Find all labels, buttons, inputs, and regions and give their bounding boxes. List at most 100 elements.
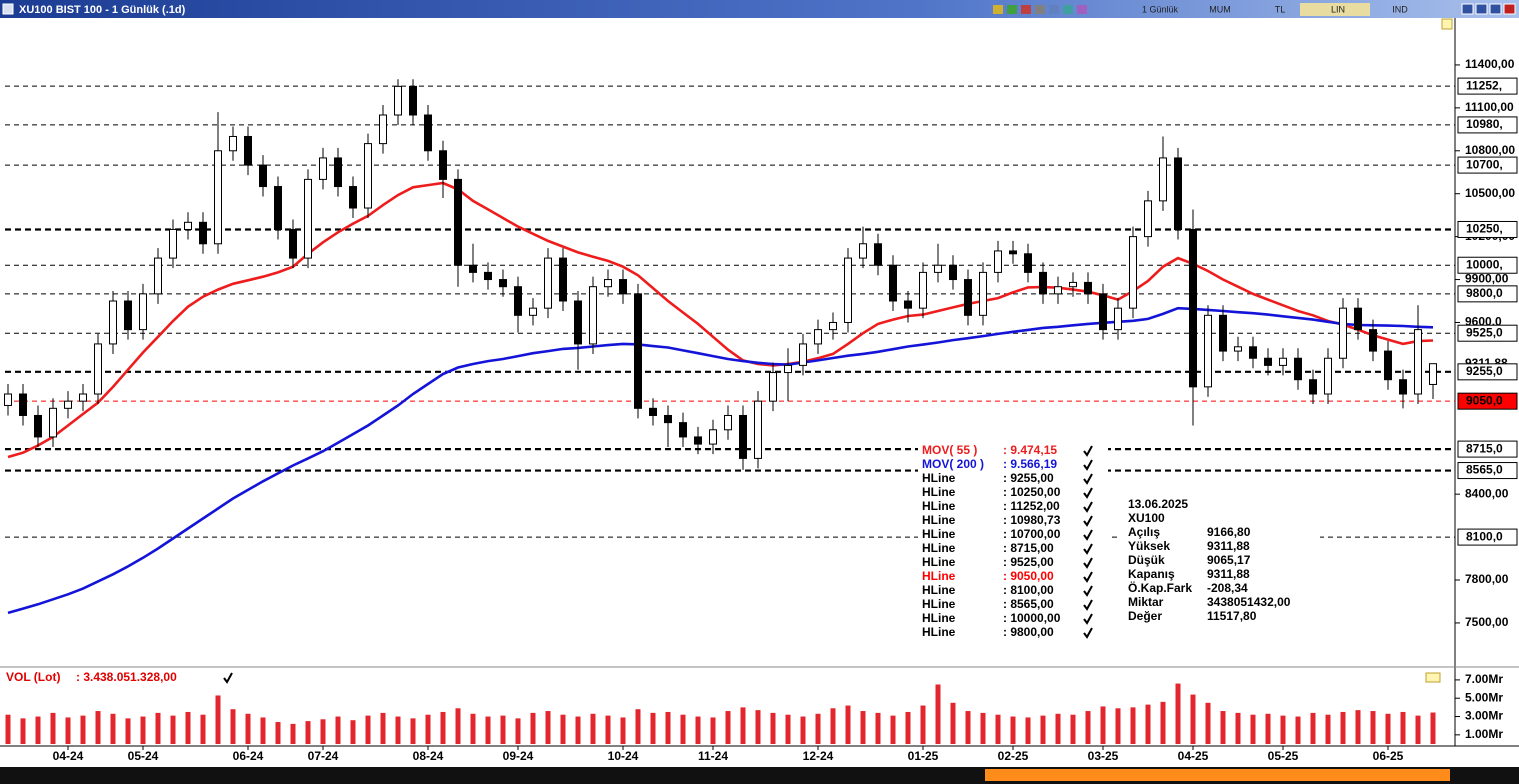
volume-bar: [980, 712, 986, 744]
volume-bar: [725, 711, 731, 744]
window-button[interactable]: [1461, 3, 1474, 15]
volume-bar: [1175, 683, 1181, 744]
active-mode: [1300, 3, 1370, 16]
volume-bar: [1250, 714, 1256, 744]
candle-body: [1339, 307, 1347, 359]
legend-value: : 10700,00: [1003, 527, 1061, 541]
candle-body: [214, 150, 222, 245]
check-icon[interactable]: [1083, 627, 1093, 639]
info-value: 3438051432,00: [1207, 595, 1291, 609]
check-icon[interactable]: [1083, 487, 1093, 499]
volume-bar: [200, 714, 206, 744]
legend-value: : 9525,00: [1003, 555, 1054, 569]
h-line-box: [1457, 324, 1518, 342]
h-line-box: [1457, 156, 1518, 174]
check-icon[interactable]: [1083, 543, 1093, 555]
candle-body: [1024, 253, 1032, 273]
y-tick-label: 10500,00: [1465, 186, 1515, 200]
candle-body: [1399, 379, 1407, 395]
info-value: 9166,80: [1207, 525, 1251, 539]
candle-body: [874, 243, 882, 266]
candle-body: [514, 286, 522, 316]
check-icon[interactable]: [1083, 557, 1093, 569]
volume-bar: [665, 711, 671, 744]
candle-body: [589, 286, 597, 345]
h-line-label: 8565,0: [1466, 463, 1503, 477]
y-tick-label: 11100,00: [1465, 100, 1514, 114]
x-tick-label: 05-24: [128, 749, 159, 763]
candle-body: [1189, 228, 1197, 388]
volume-bar: [1325, 714, 1331, 744]
check-icon[interactable]: [1083, 613, 1093, 625]
check-icon[interactable]: [1083, 599, 1093, 611]
check-icon[interactable]: [1083, 529, 1093, 541]
candle-body: [304, 178, 312, 259]
info-value: 9065,17: [1207, 553, 1251, 567]
h-line-box: [1457, 363, 1518, 381]
window-button[interactable]: [1475, 3, 1488, 15]
window-icon[interactable]: [2, 3, 14, 15]
check-icon[interactable]: [223, 672, 233, 684]
volume-bar: [830, 708, 836, 744]
toolbar-icon[interactable]: [993, 5, 1003, 14]
toolbar-icon[interactable]: [1021, 5, 1031, 14]
candle-body: [1309, 379, 1317, 395]
y-tick-label: 5.00Mr: [1465, 690, 1503, 704]
panel-button[interactable]: [1425, 672, 1441, 683]
toolbar-icon[interactable]: [1077, 5, 1087, 14]
h-line-box: [1457, 392, 1518, 410]
window-button[interactable]: [1489, 3, 1502, 15]
toolbar-item[interactable]: MUM: [1209, 4, 1231, 14]
toolbar-item[interactable]: TL: [1275, 4, 1286, 14]
volume-bar: [560, 714, 566, 744]
legend-name: HLine: [922, 485, 956, 499]
toolbar-item[interactable]: IND: [1392, 4, 1408, 14]
candle-body: [649, 407, 657, 416]
candle-body: [379, 114, 387, 145]
toolbar-icon[interactable]: [1035, 5, 1045, 14]
volume-bar: [575, 716, 581, 744]
volume-bar: [1160, 701, 1166, 744]
legend-name: MOV( 200 ): [922, 457, 984, 471]
check-icon[interactable]: [1083, 501, 1093, 513]
toolbar-icon[interactable]: [1007, 5, 1017, 14]
volume-bar: [65, 717, 71, 744]
candle-body: [964, 279, 972, 316]
toolbar-item[interactable]: LIN: [1331, 4, 1345, 14]
legend-value: : 9800,00: [1003, 625, 1054, 639]
volume-bar: [1055, 713, 1061, 744]
legend-value: : 11252,00: [1003, 499, 1060, 513]
check-icon[interactable]: [1083, 571, 1093, 583]
toolbar-icon[interactable]: [1049, 5, 1059, 14]
legend-value: : 9.566,19: [1003, 457, 1057, 471]
h-line-label: 10000,: [1466, 257, 1503, 271]
toolbar-icon[interactable]: [1063, 5, 1073, 14]
window-button[interactable]: [1503, 3, 1516, 15]
check-icon[interactable]: [1083, 445, 1093, 457]
volume-bar: [485, 716, 491, 744]
scroll-thumb[interactable]: [985, 769, 1450, 781]
candle-body: [754, 400, 762, 459]
volume-bar: [875, 712, 881, 744]
y-tick-label: 1.00Mr: [1465, 727, 1503, 741]
h-line-label: 8100,0: [1466, 529, 1503, 543]
volume-bar: [410, 718, 416, 744]
volume-bar: [860, 711, 866, 744]
volume-legend-name: VOL (Lot): [6, 670, 60, 684]
candle-body: [814, 329, 822, 345]
candle-body: [634, 293, 642, 409]
volume-legend-value: : 3.438.051.328,00: [76, 670, 177, 684]
check-icon[interactable]: [1083, 473, 1093, 485]
toolbar-item[interactable]: 1 Günlük: [1142, 4, 1179, 14]
check-icon[interactable]: [1083, 585, 1093, 597]
h-line-label: 9255,0: [1466, 364, 1503, 378]
panel-button[interactable]: [1441, 18, 1453, 30]
candle-body: [694, 436, 702, 445]
check-icon[interactable]: [1083, 515, 1093, 527]
candle-body: [349, 186, 357, 209]
h-line-label: 10700,: [1466, 157, 1503, 171]
candle-body: [469, 264, 477, 273]
check-icon[interactable]: [1083, 459, 1093, 471]
